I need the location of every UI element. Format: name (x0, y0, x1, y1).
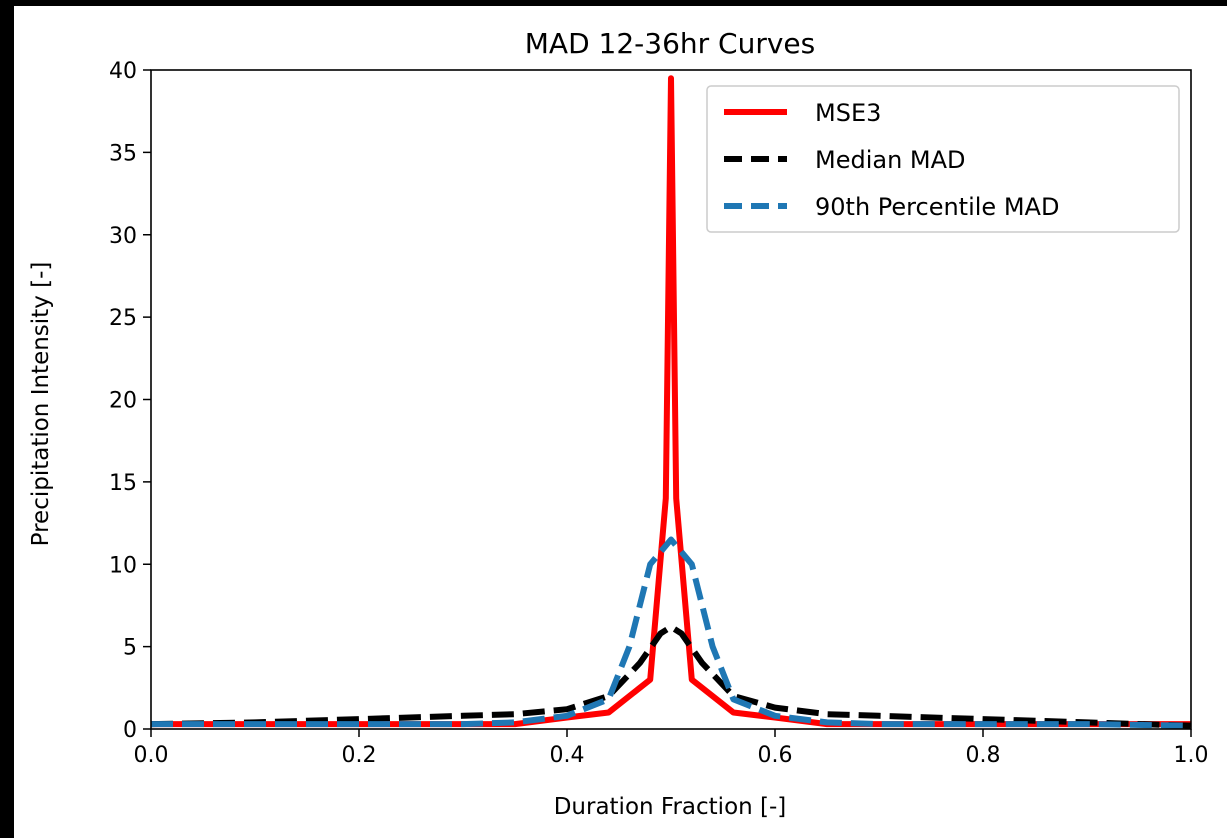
y-tick-label: 5 (123, 636, 137, 661)
x-tick-label: 0.6 (758, 743, 793, 768)
x-axis-title: Duration Fraction [-] (554, 794, 787, 820)
x-tick-label: 0.4 (550, 743, 585, 768)
legend: MSE3 Median MAD 90th Percentile MAD (706, 85, 1180, 233)
series-line-2 (151, 536, 1192, 729)
x-tick-label: 0.2 (342, 743, 377, 768)
y-tick-label: 10 (109, 553, 137, 578)
y-tick-label: 20 (109, 389, 137, 414)
series-line-1 (150, 623, 1192, 729)
legend-label: 90th Percentile MAD (815, 193, 1059, 221)
y-axis: 0 5 10 15 20 25 30 35 40 (109, 59, 151, 743)
x-axis: 0.0 0.2 0.4 0.6 0.8 1.0 (134, 729, 1209, 768)
chart-title: MAD 12-36hr Curves (525, 27, 816, 60)
legend-box (706, 85, 1180, 233)
y-tick-label: 25 (109, 306, 137, 331)
y-tick-label: 15 (109, 471, 137, 496)
chart-canvas: MAD 12-36hr Curves 0.0 0.2 0.4 0.6 0.8 1.0 0 5… (14, 6, 1227, 838)
plot-lines (150, 75, 1192, 729)
x-tick-label: 1.0 (1174, 743, 1209, 768)
y-tick-label: 40 (109, 59, 137, 84)
y-tick-label: 30 (109, 224, 137, 249)
y-tick-label: 0 (123, 718, 137, 743)
line-chart: MAD 12-36hr Curves 0.0 0.2 0.4 0.6 0.8 1.0 0 5… (28, 27, 1209, 820)
x-tick-label: 0.8 (966, 743, 1001, 768)
legend-label: MSE3 (815, 99, 881, 127)
y-axis-title: Precipitation Intensity [-] (28, 262, 54, 547)
legend-label: Median MAD (815, 146, 966, 174)
x-tick-label: 0.0 (134, 743, 169, 768)
y-tick-label: 35 (109, 141, 137, 166)
